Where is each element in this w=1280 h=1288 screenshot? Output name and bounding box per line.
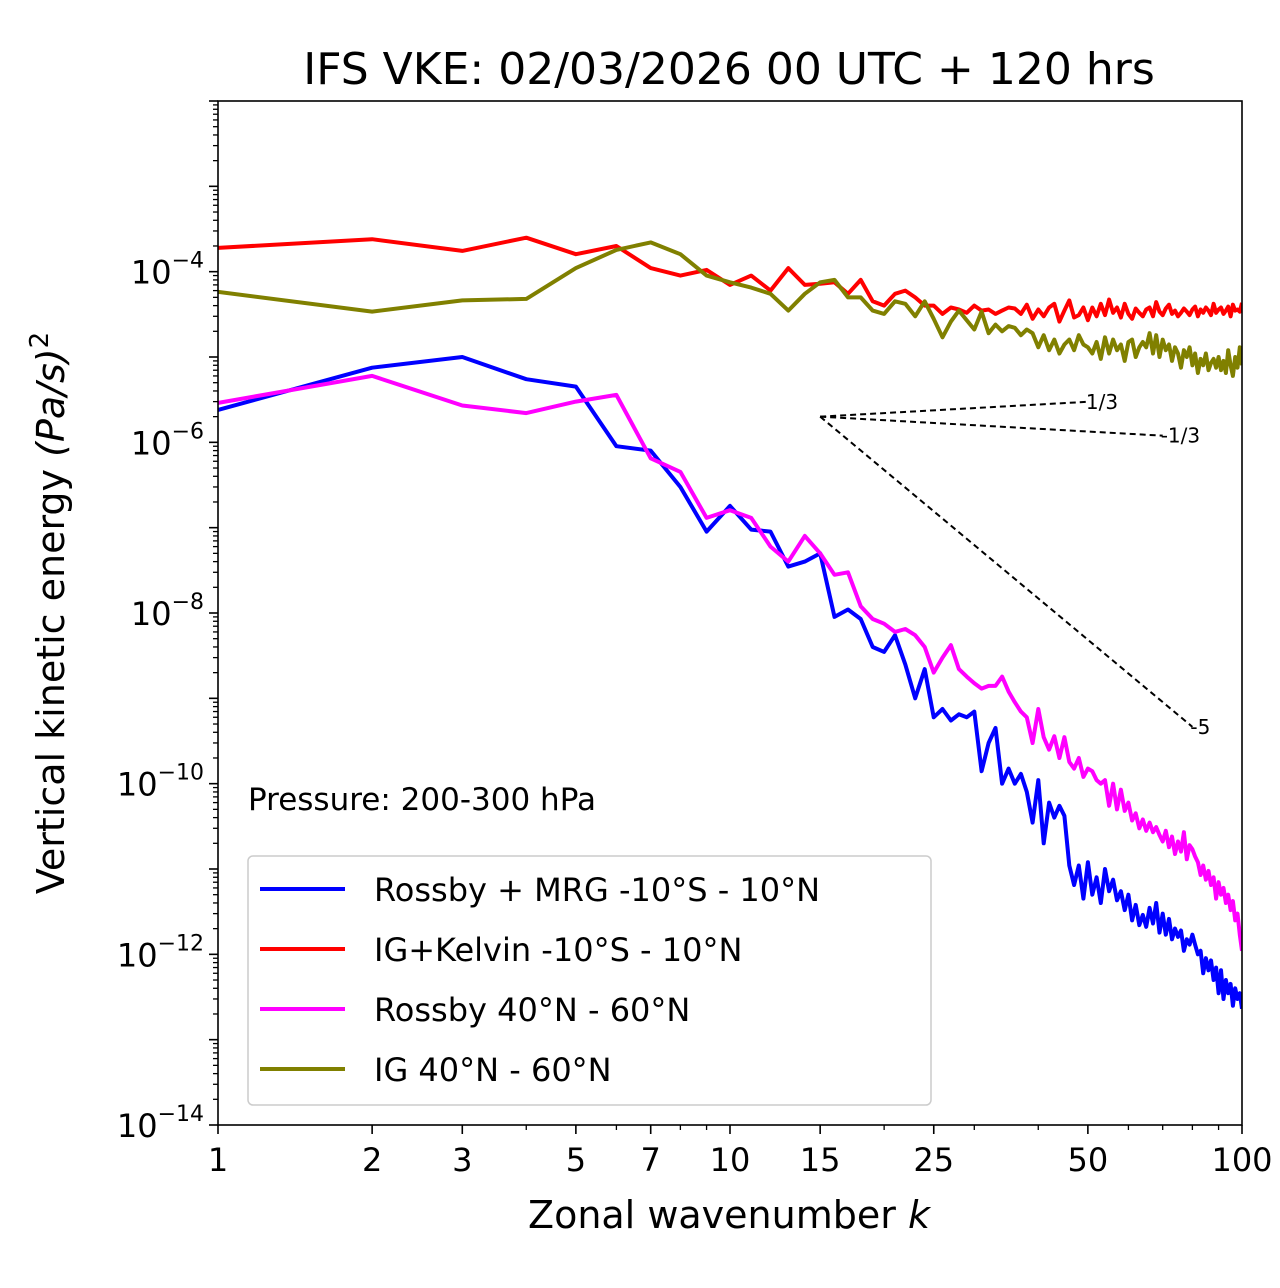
x-axis-label: Zonal wavenumber k — [528, 1193, 932, 1237]
chart-title: IFS VKE: 02/03/2026 00 UTC + 120 hrs — [303, 44, 1155, 95]
series-line-2 — [218, 373, 1242, 952]
x-axis-ticks: 1 2 3 5 7 10 15 25 50 100 — [208, 1125, 1273, 1179]
y-tick-label: 10−14 — [117, 1102, 204, 1145]
y-axis-label: Vertical kinetic energy (Pa/s)2 — [25, 332, 73, 894]
slope-guide-line-1 — [820, 415, 1163, 437]
pressure-annotation: Pressure: 200-300 hPa — [248, 782, 596, 818]
data-series — [218, 235, 1242, 1010]
legend: Rossby + MRG -10°S - 10°N IG+Kelvin -10°S… — [247, 855, 932, 1106]
legend-label-2: Rossby 40°N - 60°N — [374, 991, 690, 1029]
legend-label-0: Rossby + MRG -10°S - 10°N — [374, 871, 820, 909]
slope-guide-line-0 — [820, 400, 1088, 418]
slope-guides — [819, 400, 1194, 728]
slope-guide-label-0: 1/3 — [1086, 390, 1118, 414]
series-line-1 — [218, 235, 1242, 324]
x-tick-label: 2 — [362, 1141, 382, 1179]
legend-frame — [247, 855, 932, 1106]
x-tick-label: 25 — [913, 1141, 954, 1179]
y-axis-ticks: 10−14 10−12 10−10 10−8 10−6 10−4 — [117, 100, 218, 1145]
x-tick-label: 7 — [641, 1141, 661, 1179]
x-tick-label: 15 — [800, 1141, 841, 1179]
legend-label-3: IG 40°N - 60°N — [374, 1051, 612, 1089]
y-tick-label: 10−6 — [131, 419, 204, 462]
x-tick-label: 50 — [1068, 1141, 1109, 1179]
y-tick-label: 10−8 — [131, 590, 204, 633]
x-tick-label: 1 — [208, 1141, 228, 1179]
x-tick-label: 3 — [452, 1141, 472, 1179]
legend-label-1: IG+Kelvin -10°S - 10°N — [374, 931, 742, 969]
slope-guide-labels: 1/3 -1/3 -5 — [1086, 390, 1210, 739]
series-line-0 — [218, 355, 1242, 1010]
series-line-3 — [218, 240, 1242, 378]
x-tick-label: 10 — [710, 1141, 751, 1179]
x-tick-label: 5 — [566, 1141, 586, 1179]
slope-guide-label-2: -5 — [1190, 715, 1210, 739]
y-tick-label: 10−10 — [117, 761, 204, 804]
slope-guide-line-2 — [819, 415, 1194, 728]
y-tick-label: 10−12 — [117, 931, 204, 974]
y-tick-label: 10−4 — [131, 249, 204, 292]
x-tick-label: 100 — [1211, 1141, 1272, 1179]
slope-guide-label-1: -1/3 — [1161, 424, 1200, 448]
